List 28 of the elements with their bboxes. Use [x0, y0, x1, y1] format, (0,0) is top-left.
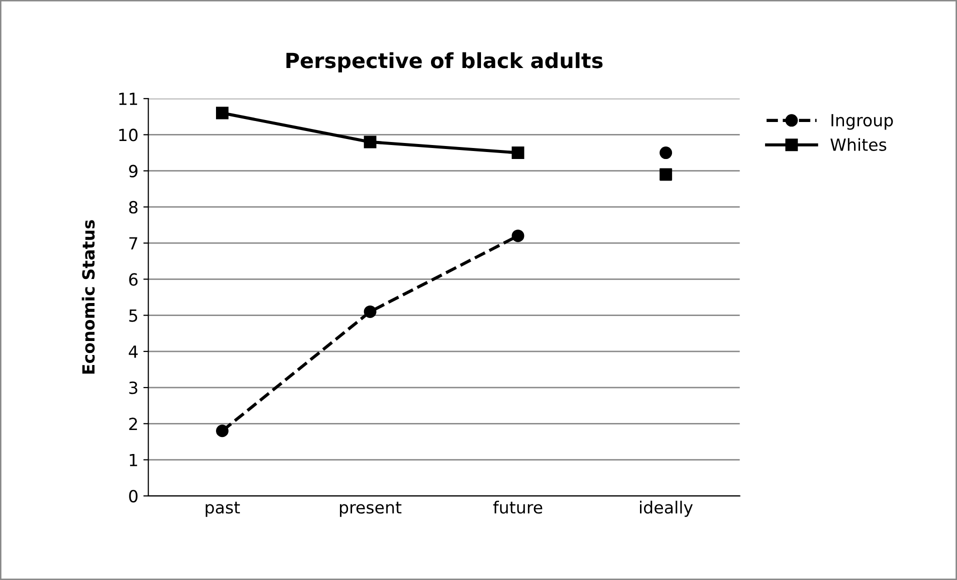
chart-title: Perspective of black adults [286, 52, 603, 72]
y-tick-label: 11 [119, 92, 138, 105]
point [216, 106, 229, 120]
x-tick-label: present [340, 502, 402, 517]
point [512, 230, 524, 242]
y-tick-label: 3 [129, 382, 138, 394]
x-tick-label: past [206, 502, 240, 517]
y-tick-label: 5 [129, 309, 138, 322]
y-tick-label: 10 [119, 128, 138, 142]
point [512, 146, 524, 160]
x-tick-label: ideally [640, 500, 693, 517]
y-tick-label: 9 [129, 164, 138, 178]
point [364, 136, 376, 148]
y-tick-label: 4 [128, 346, 138, 358]
y-tick-label: 6 [129, 273, 138, 286]
point [660, 168, 672, 181]
y-axis-title: Economic Status [82, 220, 95, 374]
y-tick-label: 7 [129, 237, 138, 250]
point [660, 146, 672, 160]
x-tick-label: future [493, 500, 542, 514]
y-tick-label: 0 [129, 490, 138, 502]
legend-label: Ingroup [832, 114, 893, 130]
legend-label: Whites [830, 138, 886, 151]
y-tick-label: 2 [129, 418, 137, 430]
y-tick-label: 1 [130, 454, 138, 466]
y-tick-label: 8 [129, 200, 138, 214]
point [364, 305, 376, 318]
point [216, 424, 229, 438]
